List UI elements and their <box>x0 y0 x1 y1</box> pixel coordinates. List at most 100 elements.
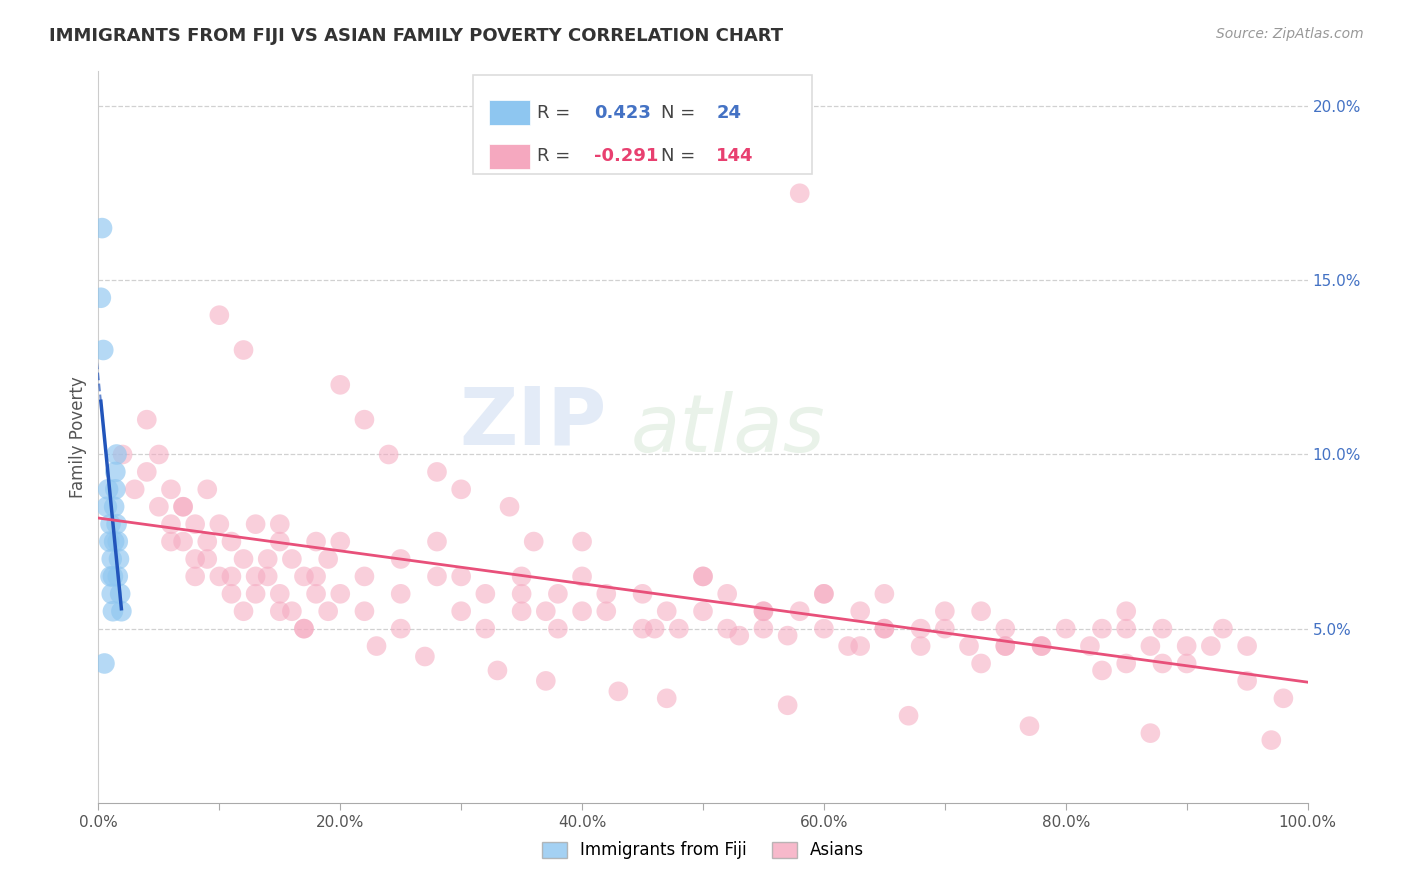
Point <box>329 534 352 549</box>
Point <box>789 186 811 201</box>
Point <box>195 483 218 497</box>
Point <box>245 517 267 532</box>
Point <box>994 639 1017 653</box>
Point <box>353 412 375 426</box>
Point <box>195 534 218 549</box>
Point <box>389 587 412 601</box>
Point <box>426 569 449 583</box>
Text: IMMIGRANTS FROM FIJI VS ASIAN FAMILY POVERTY CORRELATION CHART: IMMIGRANTS FROM FIJI VS ASIAN FAMILY POV… <box>49 27 783 45</box>
Point <box>124 483 146 497</box>
Point <box>474 587 496 601</box>
Point <box>510 587 533 601</box>
Point <box>510 604 533 618</box>
Point <box>101 604 124 618</box>
Point <box>292 569 315 583</box>
Point <box>631 587 654 601</box>
FancyBboxPatch shape <box>489 144 530 169</box>
Point <box>245 569 267 583</box>
Point <box>716 622 738 636</box>
Point <box>389 552 412 566</box>
Point <box>1031 639 1053 653</box>
Point <box>269 534 291 549</box>
Point <box>1175 657 1198 671</box>
Point <box>100 569 122 583</box>
Point <box>377 448 399 462</box>
Point <box>813 587 835 601</box>
Point <box>1139 726 1161 740</box>
Text: -0.291: -0.291 <box>595 147 658 165</box>
Point <box>668 622 690 636</box>
Point <box>100 517 122 532</box>
Point <box>910 639 932 653</box>
Point <box>148 500 170 514</box>
Point <box>644 622 666 636</box>
Point <box>1115 622 1137 636</box>
Point <box>849 604 872 618</box>
Point <box>1018 719 1040 733</box>
Point <box>316 552 339 566</box>
Point <box>269 604 291 618</box>
Point <box>873 622 896 636</box>
Point <box>184 552 207 566</box>
Point <box>148 448 170 462</box>
Point <box>970 604 993 618</box>
Point <box>160 534 183 549</box>
Point <box>607 684 630 698</box>
Point <box>994 639 1017 653</box>
Point <box>110 604 132 618</box>
Point <box>510 569 533 583</box>
Point <box>813 622 835 636</box>
Point <box>208 308 231 322</box>
Point <box>329 587 352 601</box>
Point <box>195 552 218 566</box>
Point <box>184 517 207 532</box>
Point <box>631 622 654 636</box>
FancyBboxPatch shape <box>474 75 811 174</box>
Point <box>108 552 131 566</box>
Point <box>571 604 593 618</box>
Point <box>595 152 617 166</box>
Text: Source: ZipAtlas.com: Source: ZipAtlas.com <box>1216 27 1364 41</box>
Point <box>910 622 932 636</box>
Point <box>366 639 388 653</box>
Text: N =: N = <box>661 103 700 122</box>
Point <box>281 552 304 566</box>
Point <box>426 465 449 479</box>
Point <box>208 569 231 583</box>
Point <box>1115 657 1137 671</box>
Text: atlas: atlas <box>630 391 825 469</box>
Text: N =: N = <box>661 147 700 165</box>
Point <box>232 604 254 618</box>
Point <box>474 622 496 636</box>
Point <box>1139 639 1161 653</box>
Point <box>970 657 993 671</box>
Point <box>1260 733 1282 747</box>
Point <box>98 534 121 549</box>
Point <box>934 604 956 618</box>
Point <box>353 569 375 583</box>
Point <box>957 639 980 653</box>
Point <box>789 604 811 618</box>
Text: R =: R = <box>537 103 576 122</box>
Point <box>172 500 194 514</box>
Point <box>934 622 956 636</box>
Point <box>160 483 183 497</box>
Point <box>292 622 315 636</box>
Point <box>90 291 112 305</box>
Point <box>305 569 328 583</box>
Point <box>1236 639 1258 653</box>
Point <box>107 569 129 583</box>
Point <box>208 517 231 532</box>
Point <box>837 639 859 653</box>
Point <box>776 629 799 643</box>
Point <box>1272 691 1295 706</box>
Point <box>426 534 449 549</box>
Point <box>595 604 617 618</box>
Point <box>1078 639 1101 653</box>
Point <box>305 587 328 601</box>
Point <box>389 622 412 636</box>
Point <box>498 500 520 514</box>
Point <box>269 517 291 532</box>
Point <box>486 664 509 678</box>
Point <box>172 500 194 514</box>
